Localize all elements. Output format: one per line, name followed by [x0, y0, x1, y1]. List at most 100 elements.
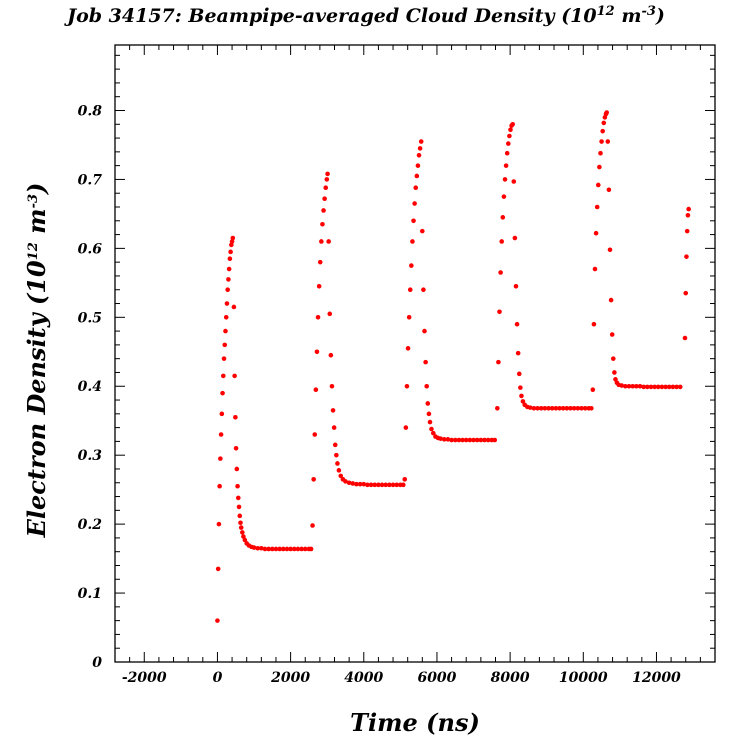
- y-tick-label: 0.7: [78, 172, 103, 188]
- data-point: [346, 480, 352, 486]
- data-point: [231, 304, 237, 310]
- data-point: [518, 385, 523, 390]
- data-point: [228, 249, 233, 255]
- data-point: [402, 477, 408, 482]
- data-point: [598, 150, 603, 156]
- data-point: [467, 437, 473, 443]
- chart-title: Job 34157: Beampipe-averaged Cloud Densi…: [64, 4, 665, 27]
- data-point: [299, 546, 304, 552]
- x-tick-labels: -2000 0 2000 4000 6000 8000 10000 12000: [122, 670, 681, 686]
- x-axis-label: Time (ns): [350, 708, 480, 737]
- data-point: [420, 228, 425, 234]
- y-tick-label: 0.2: [78, 517, 103, 533]
- data-point: [485, 437, 491, 443]
- data-point: [223, 315, 229, 320]
- data-point: [496, 359, 501, 365]
- data-point: [259, 545, 264, 551]
- data-point: [424, 383, 430, 389]
- data-point: [418, 139, 424, 144]
- data-point: [315, 315, 321, 320]
- data-point: [403, 425, 409, 430]
- data-point: [507, 133, 512, 139]
- data-point: [416, 153, 422, 158]
- data-point: [502, 177, 508, 182]
- data-point: [405, 346, 411, 351]
- data-point: [277, 546, 282, 552]
- data-point: [609, 332, 615, 337]
- x-tick-label: 0: [213, 670, 223, 686]
- data-point: [412, 201, 417, 206]
- data-point: [225, 287, 230, 293]
- data-point: [324, 177, 330, 182]
- data-point: [438, 436, 443, 441]
- data-point: [492, 437, 498, 443]
- data-point: [592, 266, 598, 272]
- data-point: [546, 406, 551, 411]
- data-point: [361, 481, 367, 487]
- data-point: [610, 356, 616, 361]
- data-point: [217, 483, 222, 489]
- data-point: [415, 163, 421, 168]
- data-point: [648, 384, 654, 390]
- data-point: [330, 408, 336, 413]
- x-tick-label: 2000: [270, 670, 310, 686]
- data-point: [379, 482, 385, 488]
- data-point: [411, 218, 416, 224]
- data-point: [327, 311, 333, 317]
- data-point: [417, 146, 423, 151]
- data-point: [229, 242, 234, 248]
- data-point: [641, 384, 646, 390]
- data-point: [456, 437, 462, 443]
- data-point: [357, 481, 363, 487]
- y-tick-label: 0.5: [78, 310, 102, 326]
- data-point: [579, 406, 584, 411]
- y-tick-labels: 0 0.1 0.2 0.3 0.4 0.5 0.6 0.7 0.8: [78, 103, 103, 671]
- data-point: [390, 482, 396, 488]
- data-point: [594, 204, 600, 210]
- data-point: [441, 437, 447, 442]
- data-point: [241, 534, 246, 539]
- data-point: [591, 321, 597, 327]
- data-point: [520, 399, 526, 404]
- data-point: [652, 384, 657, 390]
- data-point: [240, 530, 245, 535]
- data-point: [560, 406, 566, 411]
- data-point: [383, 482, 389, 488]
- data-point: [512, 235, 518, 241]
- data-point: [404, 383, 410, 389]
- data-point: [474, 437, 480, 443]
- data-point: [219, 411, 225, 417]
- data-point: [519, 393, 524, 399]
- data-point: [601, 120, 607, 126]
- data-point: [218, 432, 224, 437]
- data-point: [498, 270, 503, 275]
- data-point: [429, 426, 434, 432]
- data-point: [350, 481, 356, 486]
- data-point: [564, 406, 570, 411]
- data-point: [216, 521, 222, 527]
- data-point: [589, 406, 594, 411]
- data-point: [423, 359, 428, 365]
- y-tick-label: 0.3: [78, 448, 103, 464]
- data-point: [501, 194, 507, 199]
- x-tick-label: 12000: [632, 670, 681, 686]
- data-point: [343, 479, 348, 484]
- data-point: [684, 254, 689, 259]
- data-point: [295, 546, 301, 552]
- data-point: [686, 206, 691, 212]
- data-point: [511, 179, 517, 184]
- data-point: [308, 546, 314, 552]
- data-point: [608, 297, 614, 303]
- data-point: [316, 283, 322, 289]
- data-point: [666, 384, 672, 390]
- data-point: [230, 235, 236, 241]
- y-axis-label: Electron Density (1012 m-3): [22, 183, 51, 539]
- data-point: [670, 384, 676, 390]
- data-point: [235, 483, 240, 489]
- data-point: [516, 371, 522, 377]
- data-point: [630, 383, 635, 389]
- data-point: [288, 546, 293, 552]
- data-point: [331, 425, 337, 430]
- data-point: [237, 513, 243, 519]
- data-point: [422, 328, 427, 334]
